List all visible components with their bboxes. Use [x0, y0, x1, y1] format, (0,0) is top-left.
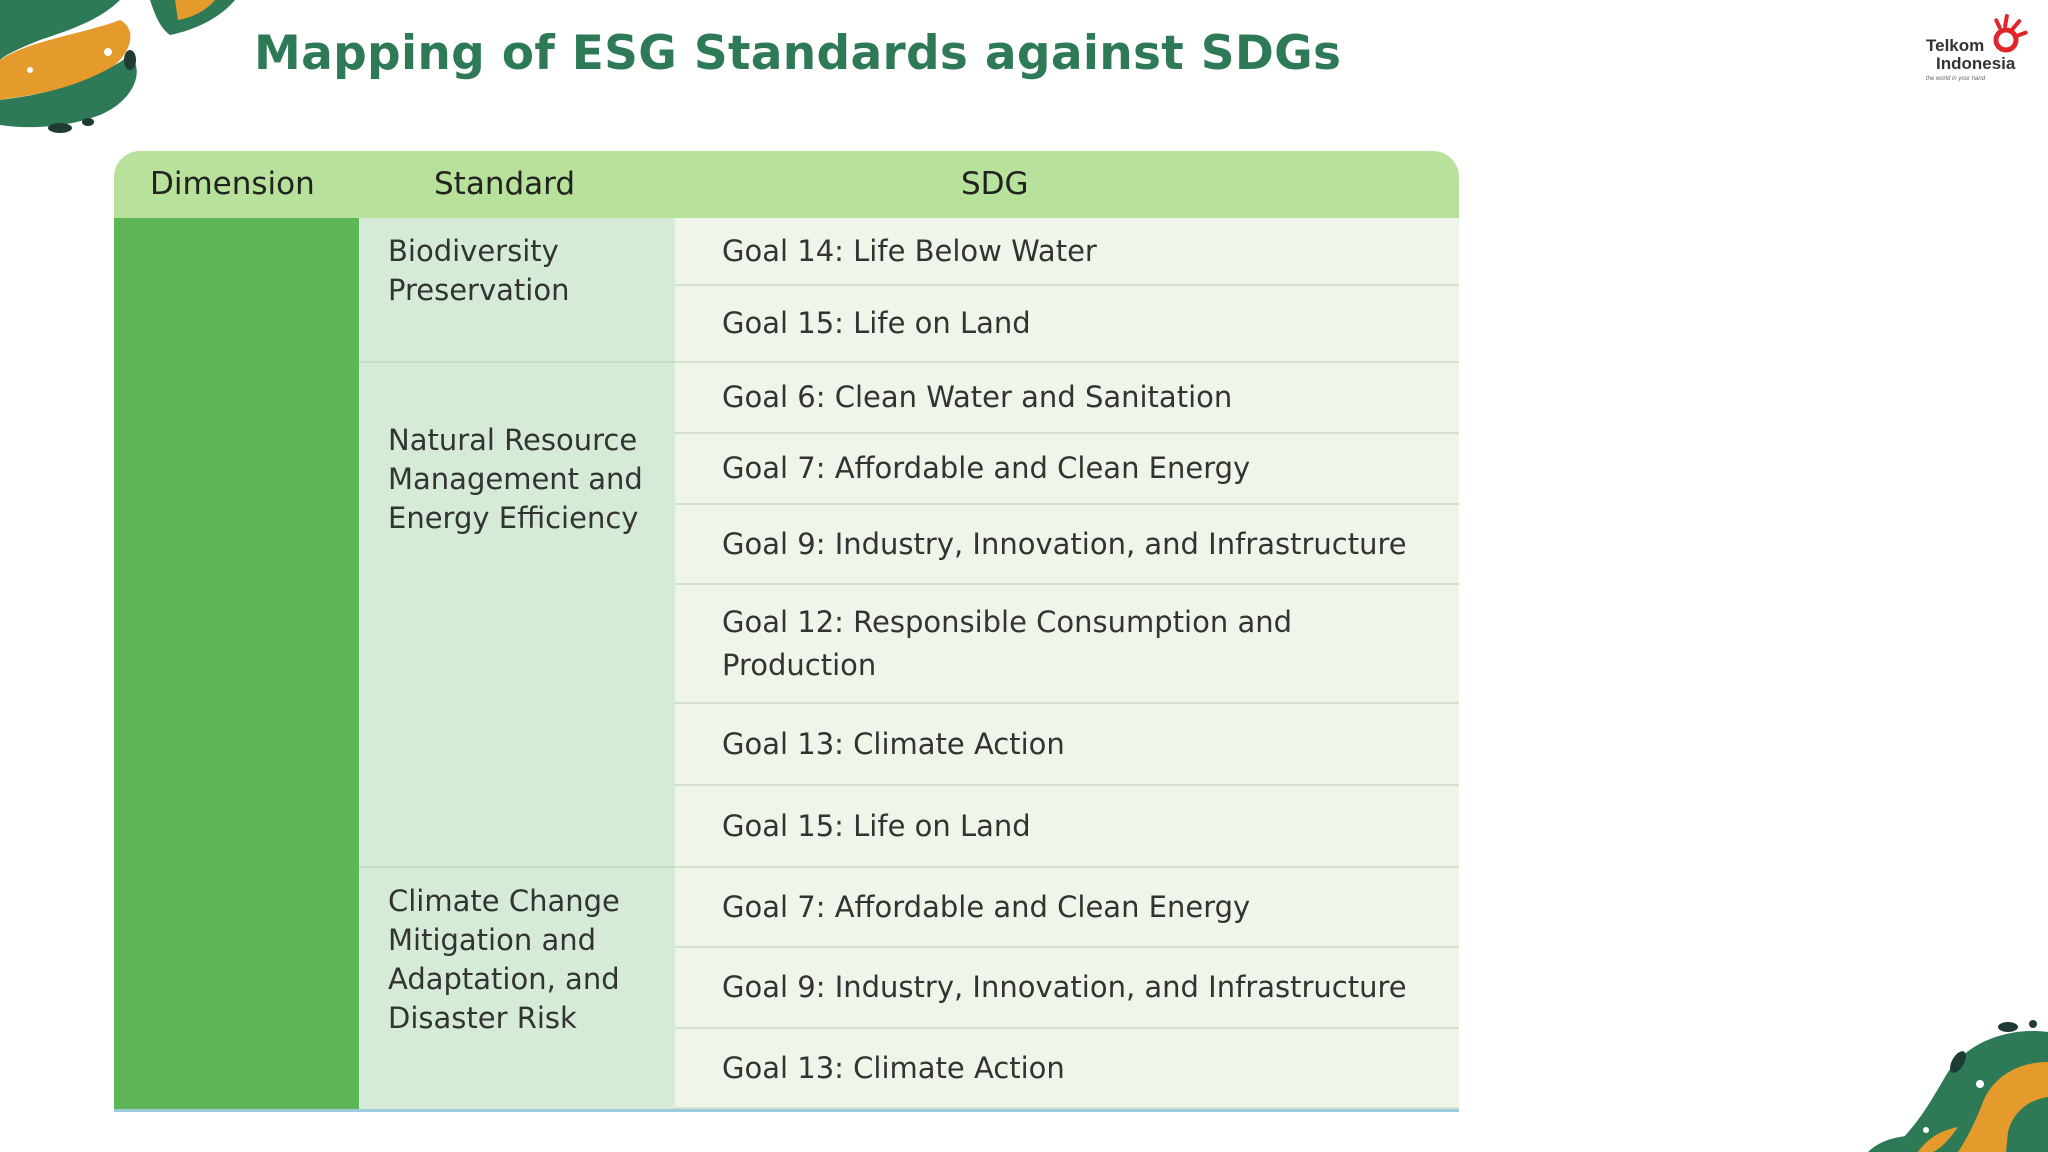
header-standard: Standard [434, 166, 576, 202]
logo-text-telkom: Telkom [1926, 36, 1985, 55]
sdg-row: Goal 13: Climate Action [675, 704, 1459, 786]
telkom-logo-icon [1993, 14, 2028, 53]
sdg-row: Goal 15: Life on Land [675, 286, 1459, 363]
sdg-row: Goal 7: Affordable and Clean Energy [675, 868, 1459, 948]
decorative-swirl-top-left [0, 0, 235, 133]
table-header: Dimension Standard SDG [114, 151, 1459, 218]
sdg-row: Goal 9: Industry, Innovation, and Infras… [675, 505, 1459, 585]
logo-text-indonesia: Indonesia [1936, 54, 2016, 73]
table-bottom-border [114, 1109, 1459, 1112]
standard-cell-natural-resource: Natural Resource Management and Energy E… [359, 363, 675, 868]
dimension-column [114, 218, 359, 1112]
standard-cell-biodiversity: Biodiversity Preservation [359, 218, 675, 363]
sdg-row: Goal 6: Clean Water and Sanitation [675, 363, 1459, 434]
sdg-row: Goal 12: Responsible Consumption and Pro… [675, 585, 1459, 704]
sdg-row: Goal 15: Life on Land [675, 786, 1459, 868]
decorative-swirl-bottom-right [1868, 1020, 2048, 1152]
page-title: Mapping of ESG Standards against SDGs [254, 26, 1342, 81]
sdg-row: Goal 14: Life Below Water [675, 218, 1459, 286]
esg-sdg-table: Dimension Standard SDG Biodiversity Pres… [114, 151, 1459, 1112]
sdg-row: Goal 9: Industry, Innovation, and Infras… [675, 948, 1459, 1029]
standard-cell-climate-change: Climate Change Mitigation and Adaptation… [359, 868, 675, 1112]
logo-tagline: the world in your hand [1926, 76, 1986, 82]
sdg-row: Goal 7: Affordable and Clean Energy [675, 434, 1459, 505]
sdg-row: Goal 13: Climate Action [675, 1029, 1459, 1109]
header-sdg: SDG [961, 166, 1029, 202]
telkom-indonesia-logo: Telkom Indonesia the world in your hand [1920, 12, 2040, 92]
header-dimension: Dimension [150, 166, 315, 202]
